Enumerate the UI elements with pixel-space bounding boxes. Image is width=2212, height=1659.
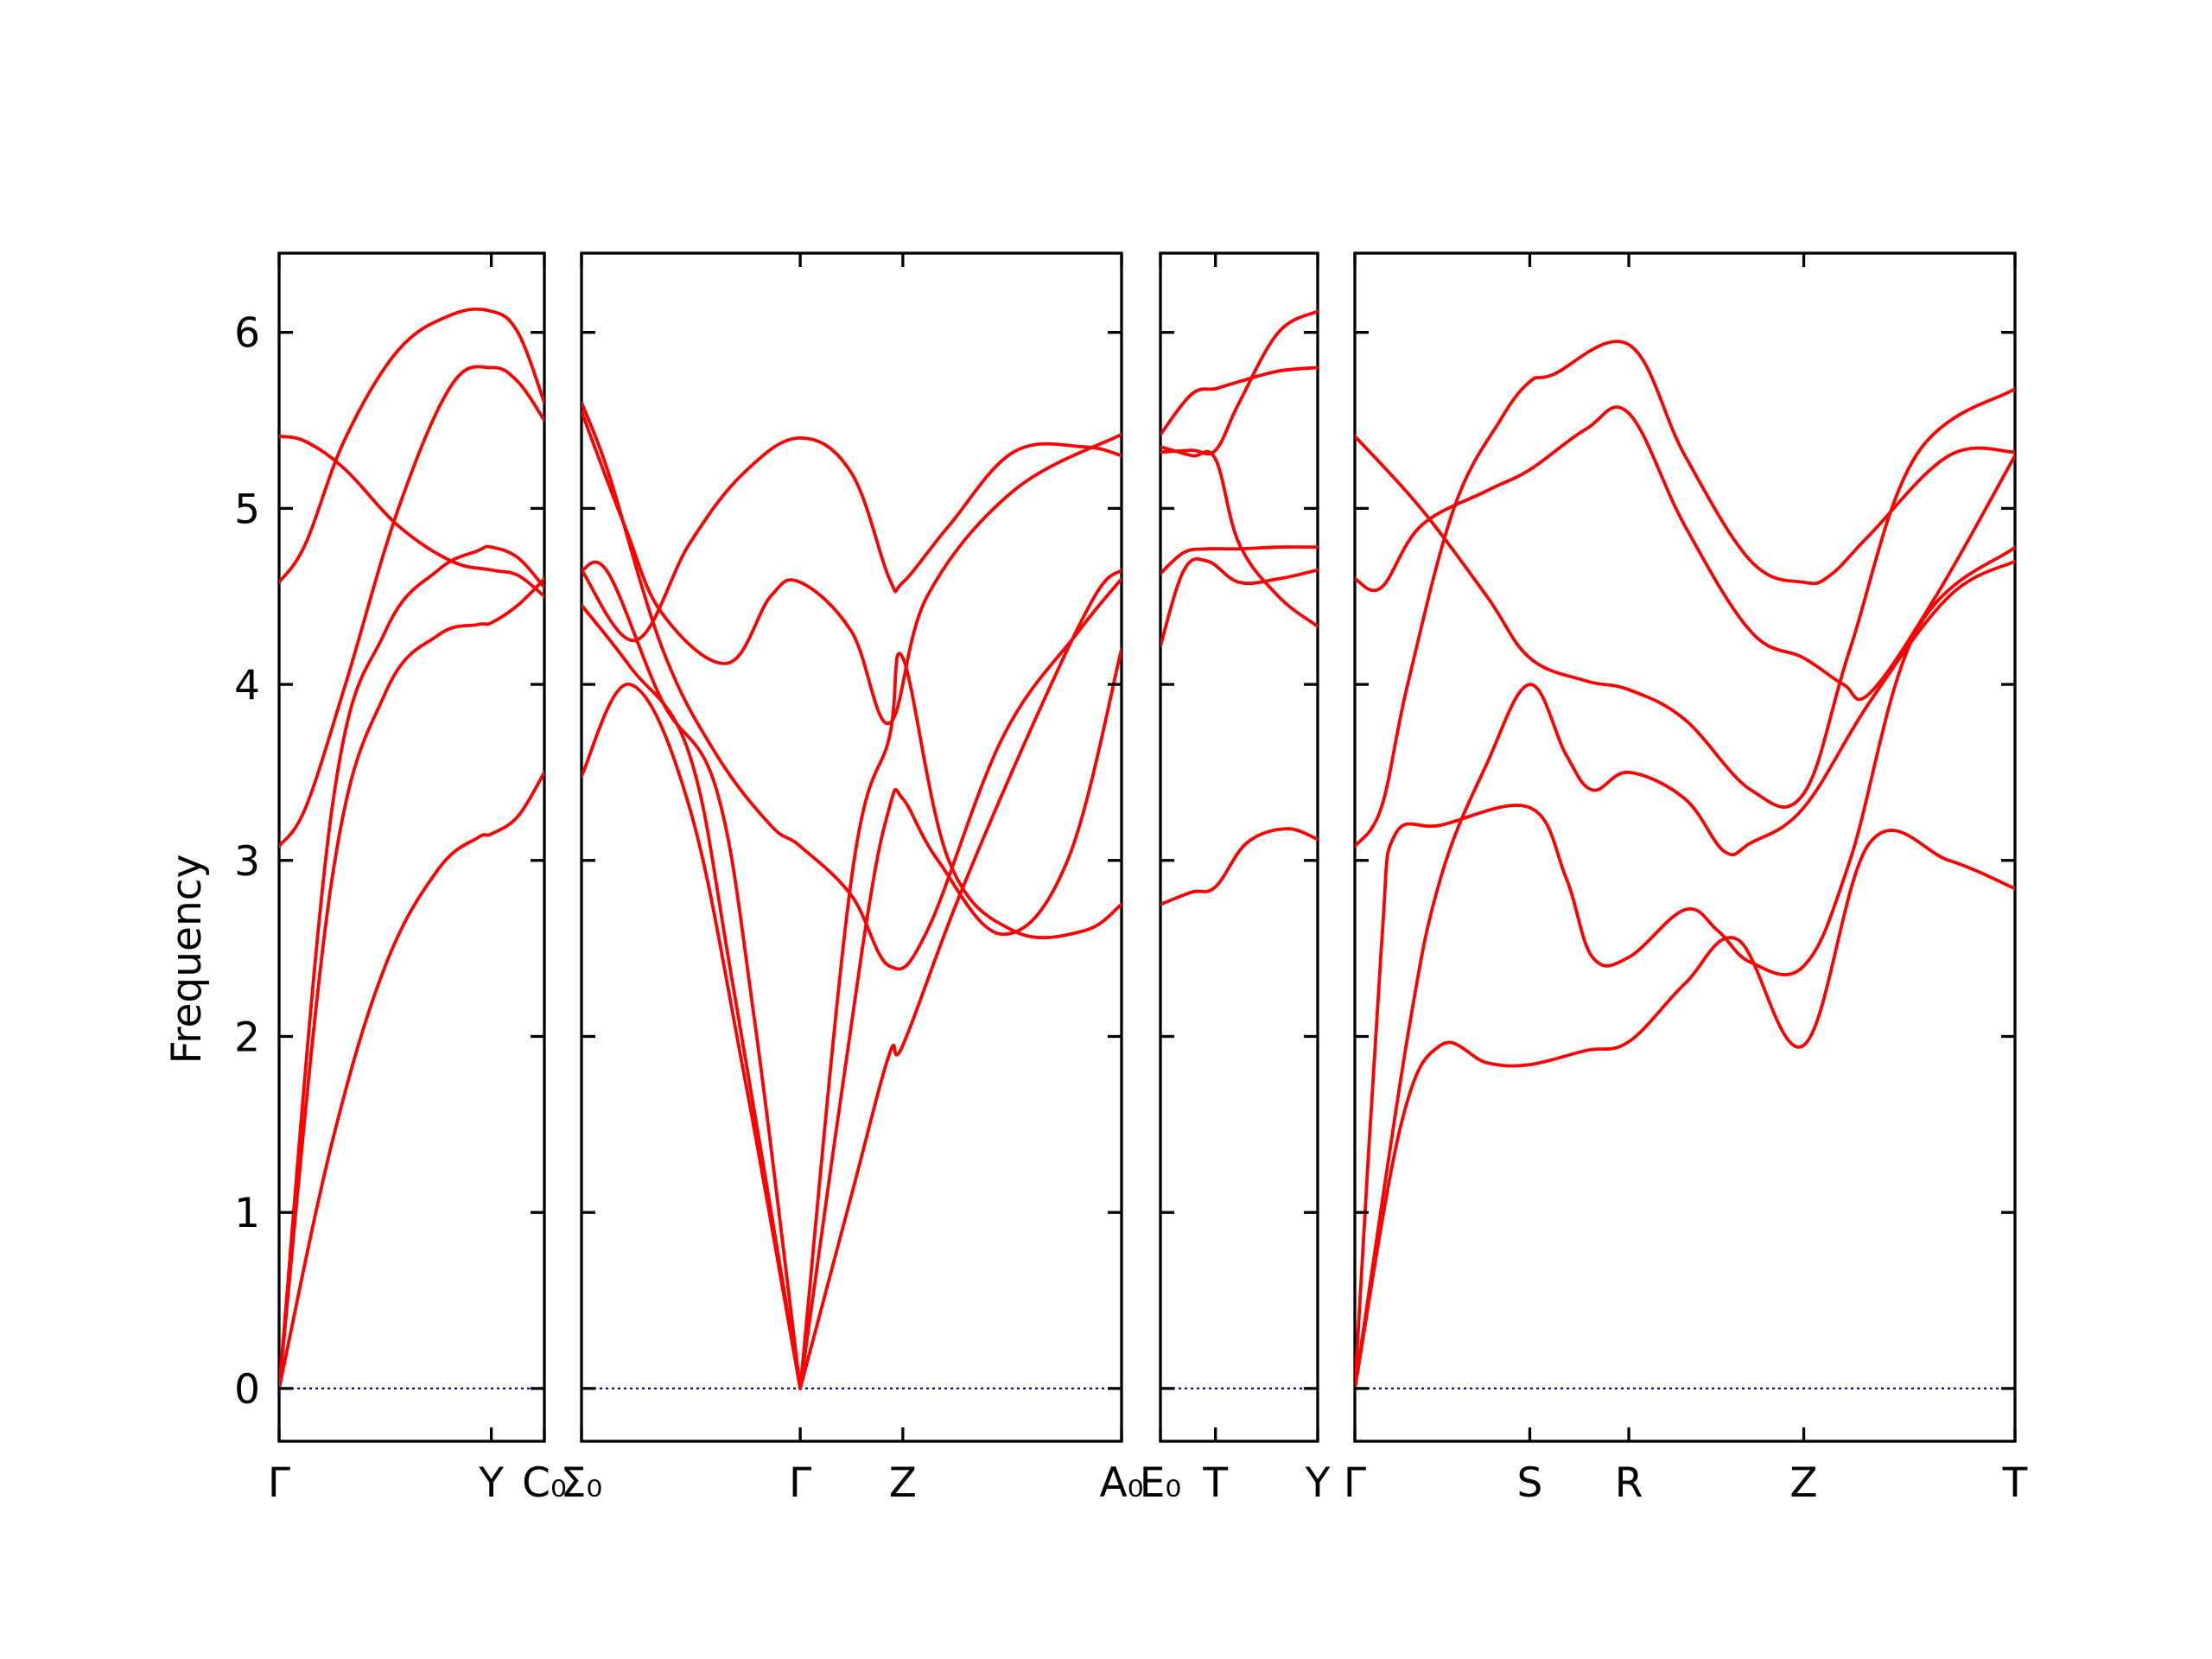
y-tick-label: 0 [234, 1366, 260, 1414]
x-tick-label: R [1615, 1459, 1643, 1507]
band-p2-7 [798, 652, 1122, 1390]
x-tick-label: Z [889, 1459, 917, 1507]
band-p1-2 [279, 577, 544, 1390]
x-tick-label: Σ₀ [561, 1459, 603, 1507]
band-p3-3 [1160, 545, 1318, 575]
band-p2-3 [582, 560, 802, 1390]
x-tick-label: Y [1305, 1459, 1331, 1507]
band-p2-6 [582, 436, 1122, 643]
band-lines [279, 307, 2015, 1390]
band-p2-9 [798, 568, 1122, 1390]
panel-p4-bands [1355, 340, 2015, 1390]
x-tick-label: Γ [789, 1459, 811, 1507]
x-tick-label: T [2002, 1459, 2028, 1507]
band-p4-6 [1355, 387, 2015, 809]
x-tick-label: E₀ [1140, 1459, 1182, 1507]
x-tick-label: A₀ [1100, 1459, 1144, 1507]
y-tick-label: 1 [234, 1190, 260, 1237]
x-tick-label: Γ [1344, 1459, 1366, 1507]
band-p4-3 [1355, 545, 2015, 1390]
band-p3-5 [1160, 309, 1318, 456]
band-p4-2 [1355, 559, 2015, 1390]
band-p1-1 [279, 771, 544, 1390]
panel-p3-bands [1160, 309, 1318, 1389]
axis-ticks [277, 253, 2017, 1441]
panel-frame-p4 [1353, 251, 2017, 1443]
panel-frames [277, 251, 2017, 1443]
band-p3-1 [1160, 827, 1318, 906]
band-p1-5 [279, 307, 544, 584]
band-p2-8 [798, 647, 1122, 1390]
band-p4-4 [1355, 340, 2015, 849]
panel-p1-bands [279, 307, 544, 1390]
band-p2-1 [582, 683, 802, 1390]
x-tick-label: Y [478, 1459, 504, 1507]
band-p4-1 [1355, 829, 2015, 1390]
x-tick-label: T [1202, 1459, 1228, 1507]
x-tick-label: C₀ [522, 1459, 567, 1507]
band-p3-2 [1160, 557, 1318, 648]
y-tick-label: 2 [234, 1014, 260, 1061]
band-p1-4 [279, 365, 544, 849]
band-p2-2 [582, 603, 802, 1390]
band-p1-3 [279, 544, 544, 1390]
panel-frame-p2 [580, 251, 1123, 1443]
y-tick-label: 3 [234, 838, 260, 886]
x-tick-label: Z [1789, 1459, 1817, 1507]
panel-p2-bands [582, 401, 1122, 1390]
y-tick-label: 5 [234, 486, 260, 533]
y-tick-label: 6 [234, 310, 260, 358]
y-axis-label: Frequency [163, 855, 211, 1065]
band-p2-4 [582, 410, 1122, 725]
y-tick-label: 4 [234, 662, 260, 709]
x-tick-label: Γ [268, 1459, 290, 1507]
band-p2-5 [582, 401, 1122, 971]
panel-frame-p3 [1159, 251, 1319, 1443]
band-p3-6 [1160, 365, 1318, 436]
y-tick-labels: 0 1 2 3 4 5 6 [234, 310, 260, 1414]
panel-frame-p1 [277, 251, 546, 1443]
x-tick-label: S [1517, 1459, 1543, 1507]
band-p3-4 [1160, 445, 1318, 628]
band-p4-5 [1355, 405, 2015, 702]
band-p1-6 [279, 435, 544, 599]
